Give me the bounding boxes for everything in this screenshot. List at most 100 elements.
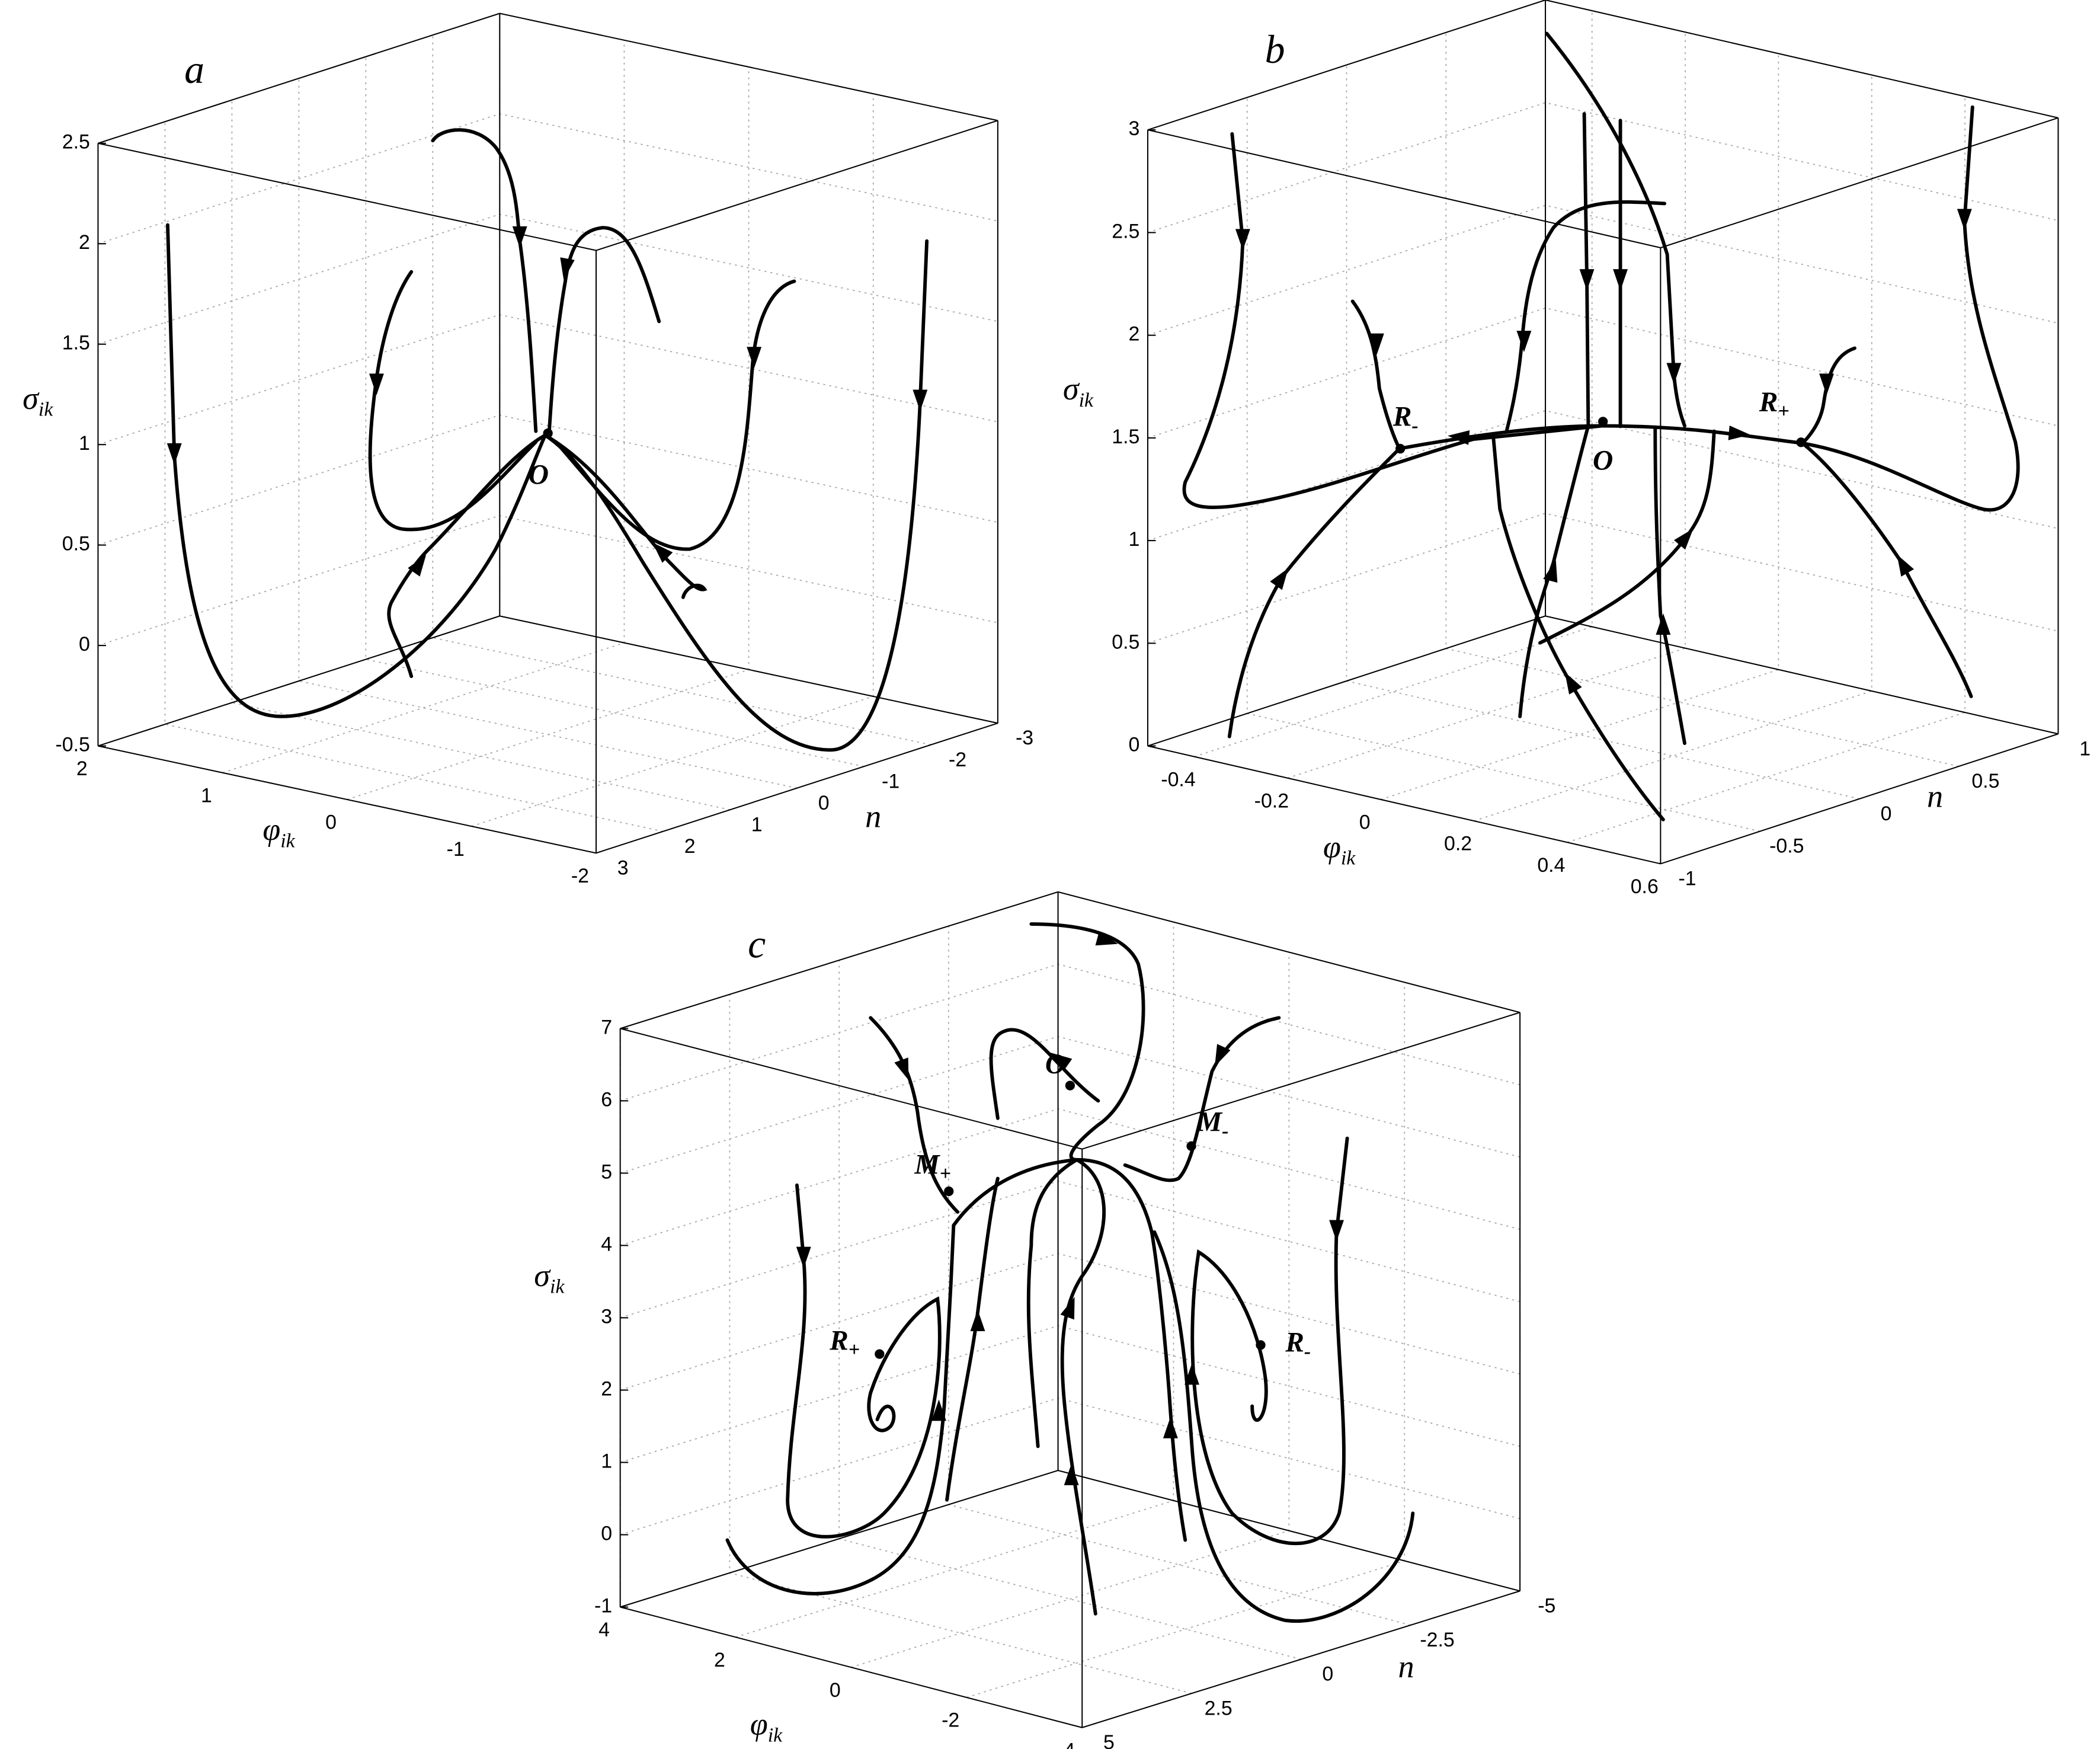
z-tick-label: 1.5 bbox=[62, 332, 90, 354]
point-label: M- bbox=[1196, 1107, 1228, 1142]
point-label-name: R bbox=[1392, 401, 1412, 432]
x-axis-label-subscript: ik bbox=[1341, 847, 1356, 869]
grid-line bbox=[1147, 130, 1661, 865]
fixed-point bbox=[1598, 417, 1608, 427]
trajectory bbox=[1653, 427, 1686, 745]
z-axis-label: σik bbox=[1063, 371, 1094, 411]
grid-line bbox=[298, 78, 798, 789]
grid-line bbox=[231, 100, 731, 811]
y-tick-label: -1 bbox=[1678, 867, 1696, 890]
z-axis-label-symbol: σ bbox=[23, 381, 40, 416]
panel-label: c bbox=[748, 922, 766, 966]
z-tick-label: 0.5 bbox=[62, 533, 90, 555]
grid-line bbox=[1246, 97, 1760, 832]
panel-label: a bbox=[184, 47, 204, 92]
x-tick-label: 0.4 bbox=[1537, 854, 1565, 877]
x-tick-label: 1 bbox=[201, 784, 212, 807]
z-tick-label: 0 bbox=[79, 633, 90, 656]
box-edge bbox=[1660, 117, 2059, 248]
trajectory bbox=[547, 226, 661, 433]
trajectory bbox=[543, 239, 929, 752]
trajectory bbox=[989, 1028, 1100, 1120]
box-edge bbox=[1147, 615, 1546, 747]
point-label: R+ bbox=[829, 1325, 860, 1360]
x-tick-label: 0 bbox=[830, 1679, 841, 1702]
point-label-subscript: + bbox=[1778, 400, 1789, 422]
fixed-point bbox=[1065, 1080, 1075, 1091]
arrow bbox=[796, 1246, 811, 1268]
y-axis-label: n bbox=[1398, 1649, 1414, 1684]
x-axis-label-symbol: φ bbox=[262, 812, 280, 848]
trajectory bbox=[786, 1183, 942, 1539]
arrow bbox=[1728, 425, 1751, 442]
y-tick-label: -1 bbox=[882, 770, 899, 792]
fixed-point bbox=[944, 1186, 954, 1197]
z-tick-label: 6 bbox=[601, 1088, 612, 1111]
z-axis-label-symbol: σ bbox=[1063, 371, 1080, 407]
arrow bbox=[167, 443, 182, 465]
grid-line bbox=[1346, 65, 1860, 800]
point-label: M+ bbox=[914, 1149, 950, 1184]
z-tick-label: 1 bbox=[1129, 528, 1140, 551]
trajectory bbox=[1150, 1230, 1187, 1542]
fixed-point bbox=[1796, 437, 1806, 447]
box-edge bbox=[1058, 891, 1520, 1013]
trajectory bbox=[1800, 441, 1973, 698]
box-edge bbox=[596, 120, 998, 251]
x-axis-label-subscript: ik bbox=[280, 830, 295, 852]
fixed-point bbox=[875, 1349, 885, 1359]
trajectory bbox=[166, 223, 548, 718]
point-label: O bbox=[529, 459, 549, 490]
box-edge bbox=[1147, 0, 1546, 131]
point-label: R+ bbox=[1759, 387, 1790, 422]
trajectory bbox=[1153, 1230, 1415, 1623]
point-label: O bbox=[1045, 1049, 1065, 1080]
y-tick-label: -2 bbox=[949, 749, 966, 771]
grid-line bbox=[1287, 32, 1686, 779]
point-label-name: R bbox=[1759, 387, 1778, 418]
y-axis-label: n bbox=[865, 798, 881, 834]
point-label-name: O bbox=[1593, 445, 1613, 476]
point-label-name: R bbox=[1285, 1327, 1304, 1358]
x-tick-label: -0.4 bbox=[1161, 768, 1195, 791]
grid-line bbox=[1147, 204, 2059, 336]
grid-line bbox=[1147, 307, 2059, 439]
trajectory bbox=[1350, 299, 1401, 450]
point-label-subscript: - bbox=[1411, 415, 1418, 437]
box-edge bbox=[620, 891, 1058, 1029]
arrow bbox=[369, 373, 384, 395]
arrow bbox=[1558, 668, 1582, 695]
box-edge bbox=[1660, 733, 2059, 865]
trajectory bbox=[1545, 31, 1686, 428]
y-tick-label: 5 bbox=[1103, 1731, 1115, 1749]
z-axis-label: σik bbox=[23, 381, 53, 420]
point-label-subscript: - bbox=[1222, 1120, 1228, 1142]
z-tick-label: 0.5 bbox=[1112, 631, 1139, 653]
x-axis-label-subscript: ik bbox=[768, 1724, 783, 1746]
grid-line bbox=[1381, 53, 1779, 800]
grid-line bbox=[1147, 615, 2059, 747]
grid-line bbox=[620, 963, 1520, 1102]
panel-label: b bbox=[1265, 27, 1285, 72]
x-tick-label: -0.2 bbox=[1254, 789, 1289, 812]
arrow bbox=[1516, 331, 1532, 353]
y-tick-label: -2.5 bbox=[1420, 1629, 1454, 1651]
grid-line bbox=[1660, 117, 2059, 865]
z-tick-label: 1 bbox=[79, 432, 90, 455]
y-tick-label: 0.5 bbox=[1971, 770, 1999, 792]
box-edge bbox=[620, 1606, 1083, 1728]
frames bbox=[97, 0, 2059, 1728]
box-edge bbox=[1545, 0, 2059, 119]
trajectory bbox=[387, 433, 548, 679]
x-tick-label: 2 bbox=[714, 1649, 725, 1671]
x-tick-label: -1 bbox=[447, 838, 465, 861]
grid-line bbox=[620, 1253, 1520, 1391]
y-tick-label: 0 bbox=[1881, 802, 1892, 825]
y-tick-label: -0.5 bbox=[1769, 835, 1804, 858]
trajectory bbox=[1504, 200, 1667, 433]
point-label-name: M bbox=[1196, 1107, 1223, 1138]
y-tick-label: 0 bbox=[1322, 1663, 1333, 1686]
fixed-point bbox=[1256, 1340, 1266, 1350]
box-edge bbox=[1545, 615, 2059, 735]
x-tick-label: -4 bbox=[1057, 1739, 1075, 1749]
